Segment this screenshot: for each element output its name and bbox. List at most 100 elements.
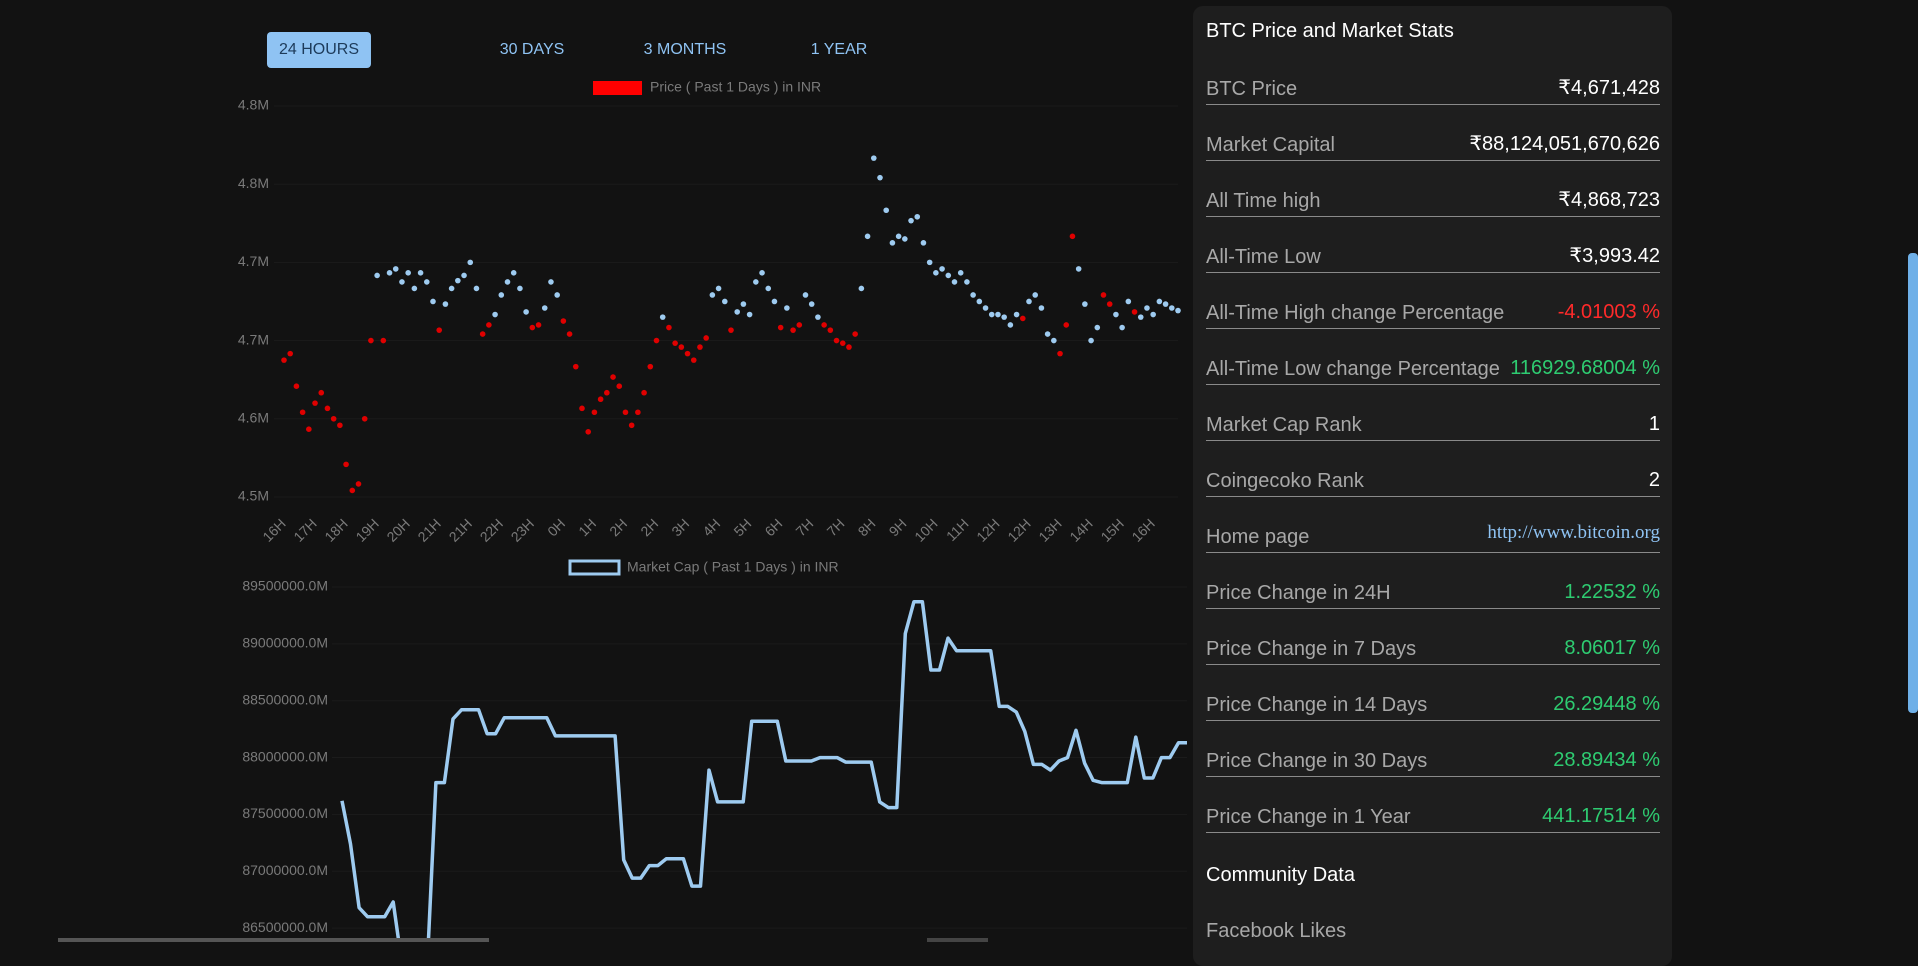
- stat-label: Price Change in 30 Days: [1206, 750, 1428, 772]
- data-point: [622, 409, 629, 416]
- data-point: [299, 409, 306, 416]
- x-tick-label: 5H: [730, 515, 754, 539]
- x-tick-label: 15H: [1097, 515, 1126, 544]
- data-point: [461, 272, 467, 279]
- stat-label: BTC Price: [1206, 78, 1298, 100]
- data-point: [560, 318, 567, 324]
- y-tick-label: 88000000.0M: [242, 748, 328, 764]
- data-point: [1007, 322, 1014, 328]
- data-point: [604, 389, 610, 396]
- data-point: [1106, 301, 1113, 307]
- data-point: [746, 311, 753, 318]
- stat-label: All-Time High change Percentage: [1206, 302, 1505, 324]
- y-tick-label: 89500000.0M: [242, 578, 328, 594]
- data-point: [1168, 305, 1175, 311]
- stat-value: 441.17514 %: [1542, 805, 1660, 827]
- data-point: [399, 279, 405, 285]
- y-tick-label: 89000000.0M: [242, 635, 328, 651]
- data-point: [765, 285, 772, 292]
- stat-value: ₹4,671,428: [1558, 77, 1660, 99]
- data-point: [647, 363, 654, 370]
- data-point: [790, 327, 796, 333]
- range-tab[interactable]: 24 HOURS: [266, 32, 372, 68]
- data-point: [1069, 233, 1076, 240]
- data-point: [504, 279, 511, 285]
- stat-value: 1.22532 %: [1564, 581, 1660, 603]
- data-point: [982, 305, 989, 311]
- data-point: [753, 279, 759, 285]
- stat-value: ₹4,868,723: [1558, 189, 1660, 211]
- data-point: [1051, 337, 1057, 344]
- stat-row: Price Change in 14 Days 26.29448 %: [1206, 686, 1660, 721]
- data-point: [870, 155, 877, 161]
- data-point: [486, 322, 492, 328]
- h-scrollbar: [927, 938, 988, 942]
- range-tab[interactable]: 3 MONTHS: [643, 41, 727, 58]
- data-point: [672, 340, 678, 346]
- x-tick-label: 11H: [943, 515, 972, 544]
- stat-row: Market Cap Rank 1: [1206, 406, 1660, 441]
- data-point: [1150, 311, 1156, 318]
- data-point: [684, 350, 691, 357]
- stat-value: ₹3,993.42: [1569, 245, 1660, 267]
- data-point: [734, 309, 741, 315]
- data-point: [361, 415, 368, 422]
- data-point: [914, 213, 921, 220]
- data-point: [933, 270, 939, 276]
- data-point: [1131, 309, 1138, 315]
- data-point: [1032, 292, 1039, 298]
- data-point: [628, 422, 635, 429]
- y-tick-label: 4.8M: [238, 175, 269, 191]
- stat-label: Price Change in 1 Year: [1206, 806, 1411, 828]
- data-point: [864, 233, 871, 240]
- x-tick-label: 12H: [973, 515, 1002, 544]
- y-tick-label: 86500000.0M: [242, 919, 328, 935]
- data-point: [926, 259, 933, 266]
- data-point: [1100, 292, 1107, 298]
- stat-label: Home page: [1206, 526, 1310, 548]
- homepage-link[interactable]: http://www.bitcoin.org: [1487, 522, 1660, 543]
- data-point: [405, 270, 411, 276]
- stat-row: Price Change in 7 Days 8.06017 %: [1206, 630, 1660, 665]
- x-tick-label: 22H: [477, 515, 506, 544]
- data-point: [1013, 311, 1020, 318]
- data-point: [877, 174, 883, 181]
- data-point: [964, 279, 970, 285]
- stat-label: Market Cap Rank: [1206, 414, 1362, 436]
- x-tick-label: 13H: [1035, 515, 1064, 544]
- data-point: [380, 337, 387, 344]
- data-point: [572, 363, 579, 370]
- data-point: [728, 327, 734, 333]
- data-point: [585, 429, 592, 435]
- x-tick-label: 2H: [606, 515, 630, 539]
- data-point: [846, 344, 852, 350]
- x-tick-label: 8H: [855, 515, 879, 539]
- data-point: [802, 292, 809, 298]
- x-tick-label: 10H: [911, 515, 940, 544]
- stat-row: All-Time Low ₹3,993.42: [1206, 238, 1660, 273]
- data-point: [1125, 298, 1132, 305]
- data-point: [368, 337, 374, 344]
- x-tick-label: 1H: [575, 515, 599, 539]
- data-point: [455, 277, 461, 284]
- range-tab[interactable]: 30 DAYS: [499, 41, 565, 58]
- charts: 4.5M 4.6M 4.7M 4.7M 4.8M 4.8M Price ( Past 1 D…: [238, 79, 1187, 942]
- scrollbar-thumb[interactable]: [1908, 253, 1918, 713]
- data-point: [616, 383, 623, 389]
- data-point: [1044, 331, 1051, 337]
- stat-row: Price Change in 30 Days 28.89434 %: [1206, 742, 1660, 777]
- data-point: [690, 357, 697, 363]
- community-label: Facebook Likes: [1206, 920, 1347, 942]
- h-scrollbar[interactable]: [58, 938, 489, 942]
- range-tab[interactable]: 1 YEAR: [810, 41, 868, 58]
- x-tick-label: 16H: [259, 515, 288, 544]
- stat-row: Price Change in 24H 1.22532 %: [1206, 574, 1660, 609]
- data-point: [784, 305, 790, 311]
- data-point: [815, 314, 821, 320]
- stat-label: All-Time Low: [1206, 246, 1321, 268]
- data-point: [467, 259, 474, 266]
- stats-panel: BTC Price and Market Stats BTC Price ₹4,6…: [1193, 6, 1672, 966]
- data-point: [566, 331, 573, 337]
- x-tick-label: 2H: [637, 515, 661, 539]
- x-tick-label: 17H: [290, 515, 319, 544]
